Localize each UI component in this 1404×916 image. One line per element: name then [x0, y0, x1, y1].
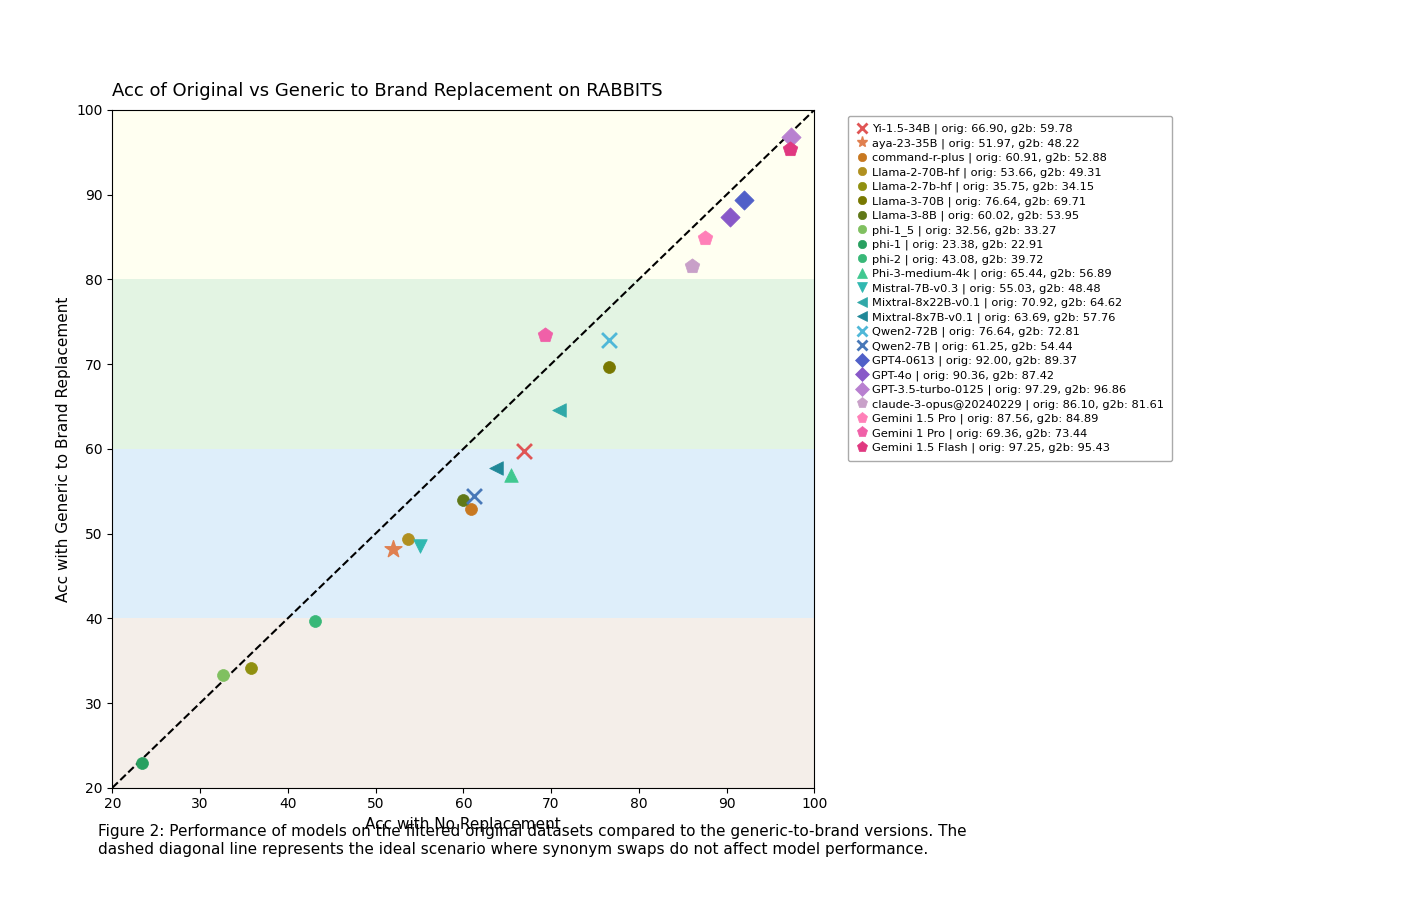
Point — [396, 532, 418, 547]
X-axis label: Acc with No Replacement: Acc with No Replacement — [365, 817, 562, 832]
Text: Figure 2: Performance of models on the filtered original datasets compared to th: Figure 2: Performance of models on the f… — [98, 824, 967, 856]
Point — [534, 328, 556, 343]
Bar — [112, 279, 814, 449]
Point — [484, 461, 507, 475]
Point — [452, 493, 475, 507]
Point — [681, 258, 703, 273]
Point — [409, 540, 431, 554]
Point — [500, 468, 522, 483]
Point — [382, 541, 404, 556]
Point — [131, 756, 153, 770]
Point — [779, 129, 802, 144]
Point — [212, 668, 234, 682]
Bar — [112, 110, 814, 279]
Point — [598, 333, 621, 348]
Text: Acc of Original vs Generic to Brand Replacement on RABBITS: Acc of Original vs Generic to Brand Repl… — [112, 82, 663, 100]
Point — [694, 231, 716, 245]
Point — [239, 660, 261, 675]
Bar — [112, 618, 814, 788]
Legend: Yi-1.5-34B | orig: 66.90, g2b: 59.78, aya-23-35B | orig: 51.97, g2b: 48.22, comm: Yi-1.5-34B | orig: 66.90, g2b: 59.78, ay… — [848, 115, 1172, 461]
Point — [548, 402, 570, 417]
Point — [512, 443, 535, 458]
Point — [303, 614, 326, 628]
Point — [461, 502, 483, 517]
Point — [733, 192, 755, 207]
Point — [719, 209, 741, 224]
Point — [779, 141, 802, 156]
Y-axis label: Acc with Generic to Brand Replacement: Acc with Generic to Brand Replacement — [56, 296, 70, 602]
Point — [598, 359, 621, 374]
Bar — [112, 449, 814, 618]
Point — [463, 488, 486, 503]
